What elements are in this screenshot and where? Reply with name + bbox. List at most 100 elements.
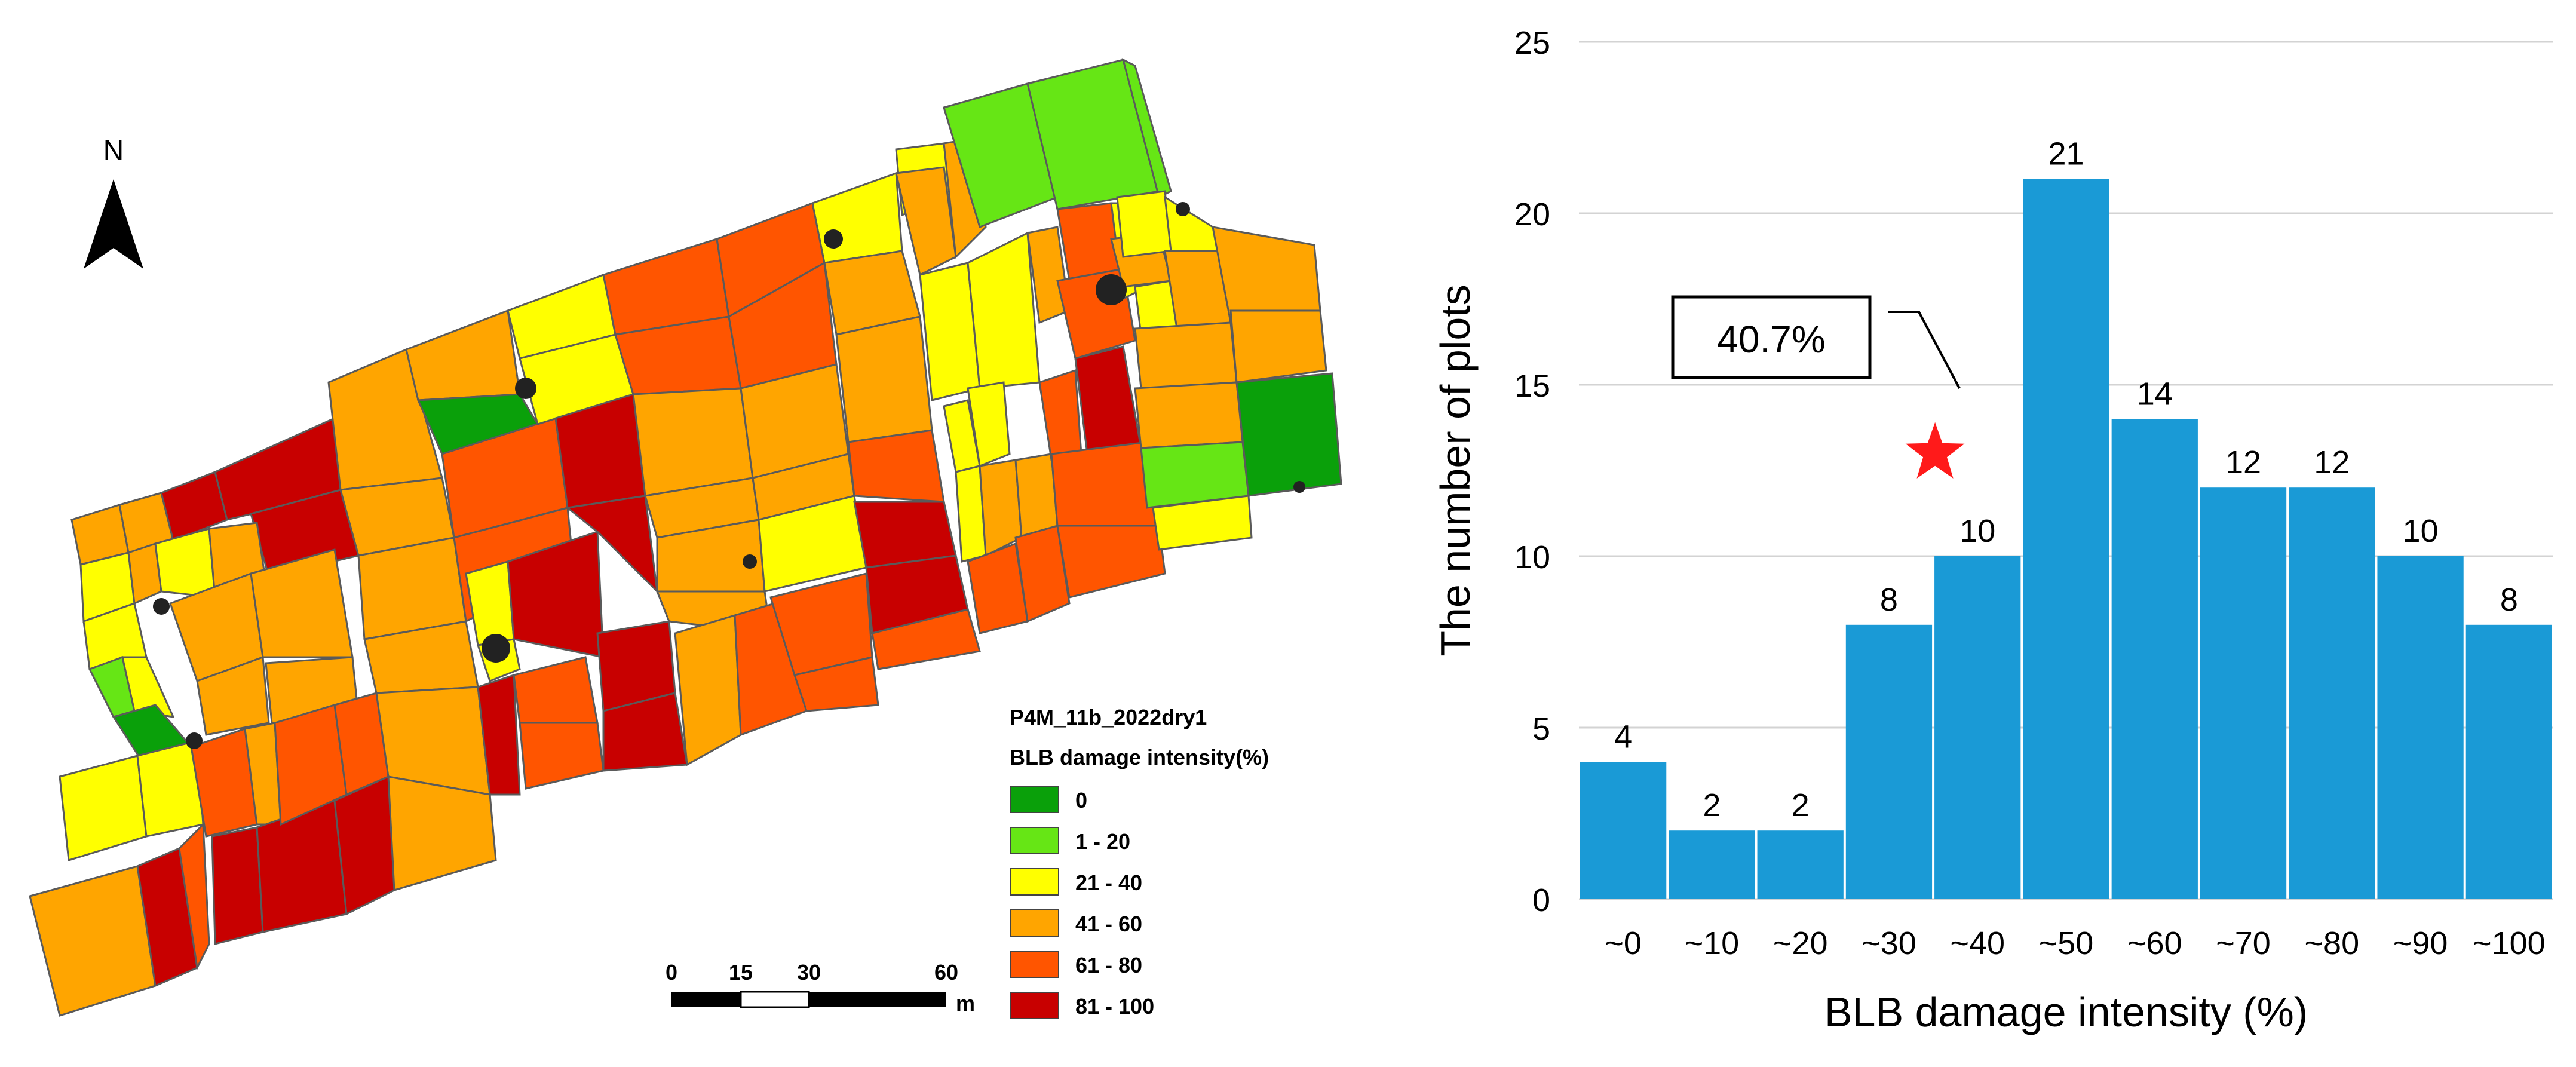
y-tick-label: 0 xyxy=(1532,882,1550,918)
plot xyxy=(674,614,742,766)
north-arrow: N xyxy=(84,135,143,269)
x-tick-label: ~100 xyxy=(2473,925,2546,961)
north-label: N xyxy=(103,135,124,167)
legend-swatch xyxy=(1010,951,1059,978)
x-tick-label: ~10 xyxy=(1685,925,1740,961)
plot xyxy=(1164,195,1220,252)
data-label: 2 xyxy=(1792,787,1810,823)
bar xyxy=(2023,179,2109,900)
x-tick-label: ~80 xyxy=(2305,925,2360,961)
plot xyxy=(59,755,148,861)
data-label: 2 xyxy=(1703,787,1721,823)
x-tick-label: ~30 xyxy=(1862,925,1916,961)
damage-map: N xyxy=(29,58,1342,1019)
legend-label: 41 - 60 xyxy=(1075,912,1142,936)
plot xyxy=(793,656,879,712)
y-tick-label: 10 xyxy=(1514,539,1550,575)
data-labels: 4 2 2 8 10 21 14 12 12 10 8 xyxy=(1614,136,2518,824)
scale-label-30: 30 xyxy=(797,960,821,985)
annotation-text: 40.7% xyxy=(1717,318,1825,361)
bar xyxy=(1580,762,1667,899)
plot xyxy=(29,865,157,1017)
plot xyxy=(967,231,1041,390)
scale-label-60: 60 xyxy=(934,960,958,985)
plot xyxy=(847,429,945,503)
bar xyxy=(2377,556,2464,899)
legend-layer-name: P4M_11b_2022dry1 xyxy=(1010,705,1207,729)
scale-segment xyxy=(671,992,741,1007)
x-axis-label: BLB damage intensity (%) xyxy=(1824,989,2308,1035)
north-arrow-left-icon xyxy=(84,179,114,269)
legend-title: BLB damage intensity(%) xyxy=(1010,745,1269,769)
plot xyxy=(1152,495,1253,551)
plot xyxy=(835,315,933,443)
plot xyxy=(632,387,754,497)
plot xyxy=(121,656,175,718)
data-label: 8 xyxy=(1880,582,1898,618)
data-label: 10 xyxy=(2403,513,2439,549)
data-label: 10 xyxy=(1959,513,1995,549)
field-plots xyxy=(29,58,1342,1017)
plot xyxy=(1212,226,1321,324)
damage-map-panel: N xyxy=(29,58,1342,1019)
scale-segment xyxy=(740,991,810,1008)
plot xyxy=(1116,190,1172,258)
legend-label: 81 - 100 xyxy=(1075,994,1154,1019)
y-tick-label: 15 xyxy=(1514,368,1550,404)
data-label: 21 xyxy=(2048,136,2084,172)
data-label: 8 xyxy=(2500,582,2518,618)
plot xyxy=(967,381,1011,468)
annotation: 40.7% xyxy=(1671,295,1965,479)
legend-swatch xyxy=(1010,827,1059,854)
data-label: 12 xyxy=(2225,444,2261,480)
legend-label: 0 xyxy=(1075,788,1087,812)
x-tick-label: ~50 xyxy=(2039,925,2094,961)
scale-bar: 0 15 30 60 m xyxy=(666,960,975,1016)
data-label: 12 xyxy=(2314,444,2350,480)
plot xyxy=(1134,321,1238,390)
legend-label: 61 - 80 xyxy=(1075,953,1142,977)
scale-segment xyxy=(809,992,946,1007)
x-tick-label: ~40 xyxy=(1950,925,2005,961)
plot xyxy=(1235,372,1342,497)
x-tick-label: ~60 xyxy=(2127,925,2182,961)
bar xyxy=(1934,556,2021,899)
plot xyxy=(1134,381,1244,449)
annotation-leader-line xyxy=(1888,311,1961,389)
north-arrow-right-icon xyxy=(114,179,143,269)
bar xyxy=(1845,624,1933,899)
plot xyxy=(1074,345,1142,455)
plot xyxy=(519,722,605,790)
bar xyxy=(1757,830,1844,899)
bar xyxy=(2465,624,2552,899)
bar xyxy=(2111,419,2198,899)
x-tick-label: ~20 xyxy=(1773,925,1828,961)
plot xyxy=(1121,58,1172,199)
x-tick-label: ~90 xyxy=(2393,925,2448,961)
scale-unit: m xyxy=(956,991,975,1016)
scale-label-15: 15 xyxy=(729,960,753,985)
bar xyxy=(1669,830,1755,899)
map-spots xyxy=(153,202,1305,749)
plot xyxy=(387,775,497,891)
y-tick-label: 20 xyxy=(1514,197,1550,232)
legend-label: 21 - 40 xyxy=(1075,870,1142,895)
plot xyxy=(1056,525,1166,599)
histogram-panel: 0 5 10 15 20 25 ~0 ~10 ~20 ~30 ~40 ~50 ~60 ~70 ~80 ~90… xyxy=(1374,0,2576,1064)
bars xyxy=(1580,179,2552,900)
plot xyxy=(196,655,270,736)
plot xyxy=(211,826,264,945)
annotation-box xyxy=(1671,295,1872,379)
plot xyxy=(465,560,515,646)
legend-swatch xyxy=(1010,909,1059,937)
plot xyxy=(513,656,599,724)
data-label: 14 xyxy=(2137,376,2173,412)
map-legend: P4M_11b_2022dry1 BLB damage intensity(%)… xyxy=(1010,705,1269,1019)
y-tick-label: 5 xyxy=(1532,711,1550,747)
legend-swatch xyxy=(1010,868,1059,896)
legend-swatch xyxy=(1010,992,1059,1019)
plot xyxy=(1014,453,1059,539)
damage-histogram: 0 5 10 15 20 25 ~0 ~10 ~20 ~30 ~40 ~50 ~60 ~70 ~80 ~90… xyxy=(1432,25,2553,1035)
plot xyxy=(871,608,981,670)
plot xyxy=(1014,525,1071,623)
